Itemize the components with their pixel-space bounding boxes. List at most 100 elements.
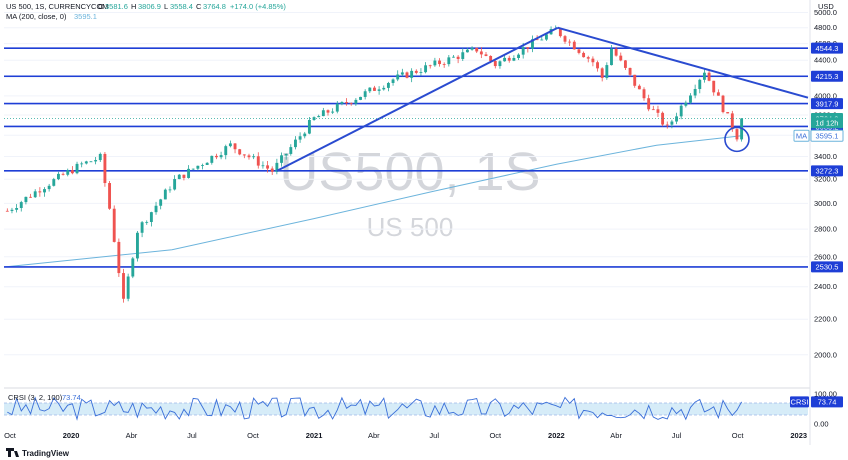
- ma-layer: [3, 135, 742, 268]
- candle-body: [117, 241, 121, 274]
- candle-body: [303, 133, 307, 137]
- candle-body: [470, 47, 474, 50]
- candle-body: [196, 165, 200, 169]
- price-tick-label: 2000.0: [814, 350, 837, 359]
- horizontal-levels-layer[interactable]: [4, 47, 808, 268]
- candle-body: [131, 258, 135, 277]
- price-tick-label: 2200.0: [814, 315, 837, 324]
- candle-body: [633, 74, 637, 86]
- candle-body: [475, 47, 479, 52]
- candle-body: [80, 163, 84, 165]
- candle-body: [614, 48, 618, 56]
- candle-body: [596, 62, 599, 69]
- candle-body: [289, 147, 293, 154]
- candle-body: [168, 189, 172, 191]
- candle-body: [10, 209, 14, 211]
- candle-body: [335, 103, 339, 112]
- ma-legend: MA (200, close, 0): [6, 12, 67, 21]
- candle-body: [182, 174, 186, 178]
- candle-body: [726, 112, 730, 114]
- candle-body: [702, 72, 706, 80]
- candle-body: [517, 54, 520, 58]
- candle-body: [275, 162, 279, 172]
- candle-body: [656, 109, 660, 113]
- candle-body: [730, 113, 734, 130]
- candle-body: [493, 61, 497, 67]
- candle-body: [108, 183, 112, 209]
- candle-body: [215, 155, 218, 158]
- tradingview-logo[interactable]: TradingView: [6, 448, 70, 458]
- crsi-value-label: 73.74: [818, 398, 837, 407]
- price-tick-label: 2400.0: [814, 282, 837, 291]
- time-axis[interactable]: Oct 2020 Abr Jul Oct 2021 Abr Jul Oct 2022 Abr Jul O…: [4, 431, 807, 440]
- level-price-label: 4544.3: [816, 44, 839, 53]
- price-tick-label: 4000.0: [814, 91, 837, 100]
- candle-body: [605, 65, 609, 78]
- candle-body: [373, 87, 376, 91]
- candle-body: [242, 154, 246, 156]
- candle-body: [94, 160, 98, 162]
- candle-body: [647, 98, 651, 110]
- candle-body: [284, 153, 288, 156]
- candle-body: [628, 67, 632, 75]
- candle-body: [410, 70, 414, 78]
- low-value: 3558.4: [170, 2, 193, 11]
- price-tick-label: 2800.0: [814, 225, 837, 234]
- candle-body: [368, 87, 372, 92]
- candle-body: [103, 153, 107, 184]
- price-tick-label: 2600.0: [814, 252, 837, 261]
- candle-body: [535, 39, 539, 41]
- candle-body: [670, 121, 674, 125]
- candle-body: [210, 155, 214, 163]
- candle-body: [623, 60, 627, 68]
- candle-body: [24, 196, 28, 203]
- candle-body: [600, 68, 604, 78]
- candle-body: [693, 89, 697, 96]
- candle-body: [489, 55, 493, 62]
- candle-body: [707, 72, 711, 81]
- candle-body: [591, 58, 595, 63]
- candle-body: [544, 34, 548, 40]
- watermark-symbol: US500, 1S: [279, 142, 540, 202]
- candle-body: [98, 153, 102, 161]
- candle-body: [173, 179, 177, 190]
- candle-body: [679, 105, 683, 117]
- candle-body: [191, 168, 195, 170]
- candle-body: [391, 79, 395, 83]
- candle-body: [521, 47, 525, 55]
- level-price-tag: [811, 70, 843, 82]
- high-label: H: [131, 2, 136, 11]
- candle-body: [531, 39, 534, 49]
- candle-body: [261, 165, 265, 167]
- high-value: 3806.9: [138, 2, 161, 11]
- crsi-legend: CRSI (3, 2, 100): [8, 393, 63, 402]
- candle-body: [735, 129, 739, 140]
- candle-body: [149, 212, 153, 222]
- candle-body: [414, 70, 418, 73]
- level-price-label: 2530.5: [816, 263, 839, 272]
- level-price-tag: [811, 165, 843, 177]
- level-price-tag: [811, 261, 843, 273]
- trendlines-layer[interactable]: [276, 26, 809, 172]
- candle-body: [205, 162, 209, 166]
- candle-body: [177, 174, 181, 180]
- price-tag-label: 1d 12h: [816, 119, 839, 128]
- crsi-name-tag: [790, 396, 809, 408]
- candle-body: [572, 41, 576, 50]
- time-tick-label: 2021: [306, 431, 323, 440]
- candle-body: [442, 64, 446, 65]
- candle-body: [540, 39, 544, 41]
- price-tick-label: 3400.0: [814, 152, 837, 161]
- trendline: [276, 26, 559, 172]
- candle-body: [675, 116, 678, 122]
- candle-body: [61, 173, 65, 175]
- time-tick-label: 2023: [790, 431, 807, 440]
- price-tick-label: 3200.0: [814, 175, 837, 184]
- candle-body: [238, 149, 242, 155]
- candle-body: [33, 191, 37, 198]
- candle-body: [661, 112, 665, 125]
- time-tick-label: Jul: [187, 431, 197, 440]
- candle-body: [377, 89, 381, 91]
